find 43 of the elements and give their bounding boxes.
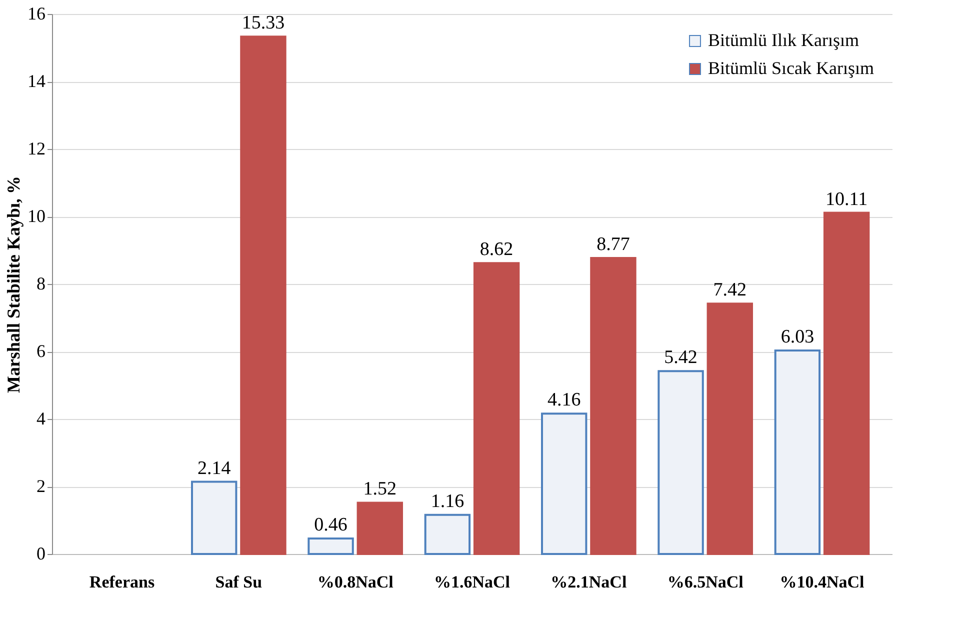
bar (191, 480, 238, 555)
y-tick-label: 6 (36, 341, 46, 361)
bar (658, 370, 704, 555)
x-tick-label: %1.6NaCl (434, 572, 510, 592)
data-label: 1.16 (430, 490, 464, 512)
x-tick-label: %0.8NaCl (317, 572, 394, 592)
data-label: 4.16 (547, 390, 581, 411)
data-label: 8.77 (596, 234, 630, 256)
data-label: 7.42 (713, 280, 747, 301)
data-label: 8.62 (480, 239, 514, 260)
data-label: 5.42 (664, 347, 698, 368)
bar (424, 514, 471, 555)
y-tick-label: 10 (28, 206, 46, 226)
bar (823, 212, 870, 555)
y-tick-label: 12 (28, 138, 46, 158)
x-tick-label: %6.5NaCl (667, 572, 744, 592)
x-tick-label: Saf Su (215, 572, 262, 592)
bar (590, 257, 636, 555)
legend-label: Bitümlü Sıcak Karışım (708, 58, 874, 78)
x-tick-label: %10.4NaCl (780, 572, 865, 592)
data-label: 0.46 (314, 514, 348, 536)
bar (774, 349, 821, 555)
data-label: 6.03 (780, 326, 814, 348)
bar (541, 412, 588, 555)
y-tick-label: 2 (36, 476, 46, 496)
y-tick-label: 8 (36, 274, 46, 294)
y-tick-label: 16 (28, 4, 46, 24)
legend-label: Bitümlü Ilık Karışım (708, 30, 859, 50)
y-tick-label: 4 (36, 408, 46, 428)
x-tick-label: %2.1NaCl (550, 572, 627, 592)
data-label: 10.11 (826, 188, 868, 210)
bar (240, 36, 286, 555)
y-tick-label: 0 (36, 544, 46, 564)
bar (356, 502, 403, 555)
data-label: 15.33 (242, 12, 285, 34)
bar (473, 262, 520, 555)
data-label: 2.14 (197, 458, 232, 479)
y-axis-title: Marshall Stabilite Kaybı, % (4, 176, 24, 394)
bar (308, 537, 354, 555)
bar (706, 302, 753, 555)
x-tick-label: Referans (89, 572, 155, 592)
y-tick-label: 14 (28, 71, 46, 91)
data-label: 1.52 (363, 478, 397, 500)
